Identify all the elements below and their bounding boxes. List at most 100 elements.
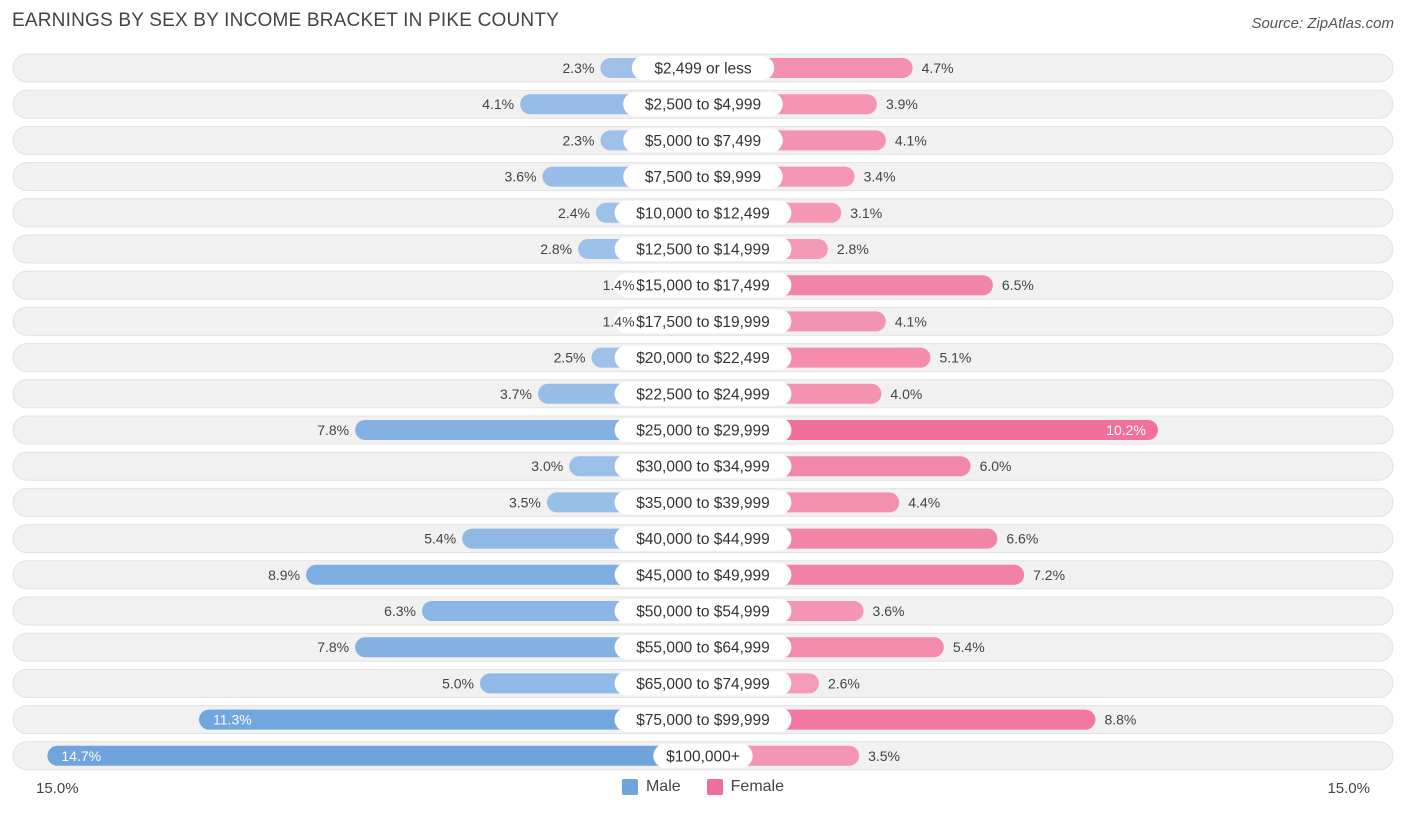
male-value-label: 3.6%	[505, 169, 537, 185]
female-value-label: 6.0%	[980, 458, 1012, 474]
legend-female: Female	[706, 778, 785, 796]
female-value-label: 2.6%	[828, 675, 860, 691]
chart-row: $2,500 to $4,999 4.1% 3.9%	[12, 89, 1394, 119]
category-label: $17,500 to $19,999	[636, 314, 770, 331]
male-value-label: 8.9%	[268, 567, 300, 583]
male-value-label: 6.3%	[384, 603, 416, 619]
category-pill	[614, 562, 792, 587]
female-value-label: 3.9%	[886, 96, 918, 112]
male-value-label: 3.5%	[509, 494, 541, 510]
category-label: $75,000 to $99,999	[636, 712, 770, 729]
female-value-label: 5.4%	[953, 639, 985, 655]
income-bracket-chart: $2,499 or less 2.3% 4.7% $2,500 to $4,999 4.…	[12, 53, 1394, 771]
chart-row: $45,000 to $49,999 8.9% 7.2%	[12, 560, 1394, 590]
female-bar	[693, 709, 1096, 730]
chart-row: $10,000 to $12,499 2.4% 3.1%	[12, 198, 1394, 228]
chart-row: $22,500 to $24,999 3.7% 4.0%	[12, 379, 1394, 409]
category-pill	[614, 418, 792, 442]
female-value-label: 10.2%	[1106, 422, 1146, 438]
legend-male: Male	[621, 778, 681, 796]
category-pill	[614, 599, 792, 623]
category-label: $22,500 to $24,999	[636, 386, 770, 403]
female-value-label: 4.1%	[895, 132, 927, 148]
category-label: $50,000 to $54,999	[636, 604, 770, 621]
category-label: $35,000 to $39,999	[636, 495, 770, 512]
chart-row: $55,000 to $64,999 7.8% 5.4%	[12, 632, 1394, 662]
category-label: $2,499 or less	[654, 61, 752, 78]
category-label: $100,000+	[666, 748, 740, 765]
male-value-label: 1.4%	[603, 277, 635, 293]
female-bar	[693, 420, 1158, 440]
category-label: $5,000 to $7,499	[645, 133, 761, 150]
chart-row: $75,000 to $99,999 11.3% 8.8%	[12, 705, 1394, 735]
category-label: $15,000 to $17,499	[636, 278, 770, 295]
legend-female-label: Female	[730, 778, 785, 795]
chart-row: $50,000 to $54,999 6.3% 3.6%	[12, 596, 1394, 626]
category-pill	[614, 237, 792, 261]
female-value-label: 4.7%	[922, 60, 954, 76]
category-label: $65,000 to $74,999	[636, 676, 770, 693]
female-value-label: 3.6%	[873, 603, 905, 619]
category-label: $10,000 to $12,499	[636, 205, 770, 222]
female-value-label: 6.6%	[1006, 531, 1038, 547]
category-label: $20,000 to $22,499	[636, 350, 770, 367]
chart-row: $25,000 to $29,999 7.8% 10.2%	[12, 415, 1394, 445]
category-label: $30,000 to $34,999	[636, 459, 770, 476]
male-value-label: 2.5%	[554, 350, 586, 366]
male-value-label: 7.8%	[317, 639, 349, 655]
female-value-label: 6.5%	[1002, 277, 1034, 293]
legend-male-label: Male	[645, 778, 681, 795]
category-pill	[631, 56, 775, 80]
legend-male-swatch	[621, 779, 638, 795]
female-value-label: 3.1%	[850, 205, 882, 221]
male-value-label: 1.4%	[603, 313, 635, 329]
male-value-label: 14.7%	[61, 748, 101, 764]
chart-row: $30,000 to $34,999 3.0% 6.0%	[12, 451, 1394, 481]
chart-row: $40,000 to $44,999 5.4% 6.6%	[12, 524, 1394, 554]
female-value-label: 7.2%	[1033, 567, 1065, 583]
male-value-label: 5.4%	[424, 531, 456, 547]
male-bar	[47, 745, 713, 766]
chart-row: $2,499 or less 2.3% 4.7%	[12, 53, 1394, 83]
category-label: $7,500 to $9,999	[645, 169, 761, 186]
category-label: $2,500 to $4,999	[645, 97, 761, 114]
chart-row: $35,000 to $39,999 3.5% 4.4%	[12, 487, 1394, 517]
chart-title: EARNINGS BY SEX BY INCOME BRACKET IN PIK…	[12, 10, 560, 31]
category-pill	[653, 743, 753, 768]
category-pill	[614, 345, 792, 370]
category-pill	[614, 526, 792, 551]
category-pill	[614, 273, 792, 298]
category-pill	[623, 164, 783, 189]
chart-row: $5,000 to $7,499 2.3% 4.1%	[12, 125, 1394, 155]
category-pill	[614, 635, 792, 660]
category-pill	[614, 200, 792, 225]
category-pill	[614, 490, 792, 515]
male-value-label: 2.4%	[558, 205, 590, 221]
female-value-label: 4.0%	[890, 386, 922, 402]
source-credit: Source: ZipAtlas.com	[1251, 15, 1394, 32]
category-label: $45,000 to $49,999	[636, 567, 770, 584]
chart-row: $7,500 to $9,999 3.6% 3.4%	[12, 162, 1394, 192]
female-value-label: 3.4%	[864, 169, 896, 185]
male-value-label: 3.0%	[531, 458, 563, 474]
category-label: $55,000 to $64,999	[636, 640, 770, 657]
male-value-label: 2.3%	[562, 132, 594, 148]
chart-row: $65,000 to $74,999 5.0% 2.6%	[12, 668, 1394, 698]
axis-right-label: 15.0%	[1327, 780, 1370, 797]
male-value-label: 11.3%	[213, 712, 252, 728]
male-bar	[306, 564, 713, 585]
female-value-label: 4.1%	[895, 313, 927, 329]
female-value-label: 2.8%	[837, 241, 869, 257]
axis-left-label: 15.0%	[36, 780, 79, 797]
category-pill	[623, 128, 783, 153]
male-bar	[199, 709, 713, 730]
category-pill	[614, 454, 792, 479]
male-value-label: 2.3%	[562, 60, 594, 76]
chart-row: $12,500 to $14,999 2.8% 2.8%	[12, 234, 1394, 264]
chart-row: $20,000 to $22,499 2.5% 5.1%	[12, 343, 1394, 373]
category-pill	[614, 381, 792, 406]
female-value-label: 3.5%	[868, 748, 900, 764]
category-pill	[614, 309, 792, 334]
